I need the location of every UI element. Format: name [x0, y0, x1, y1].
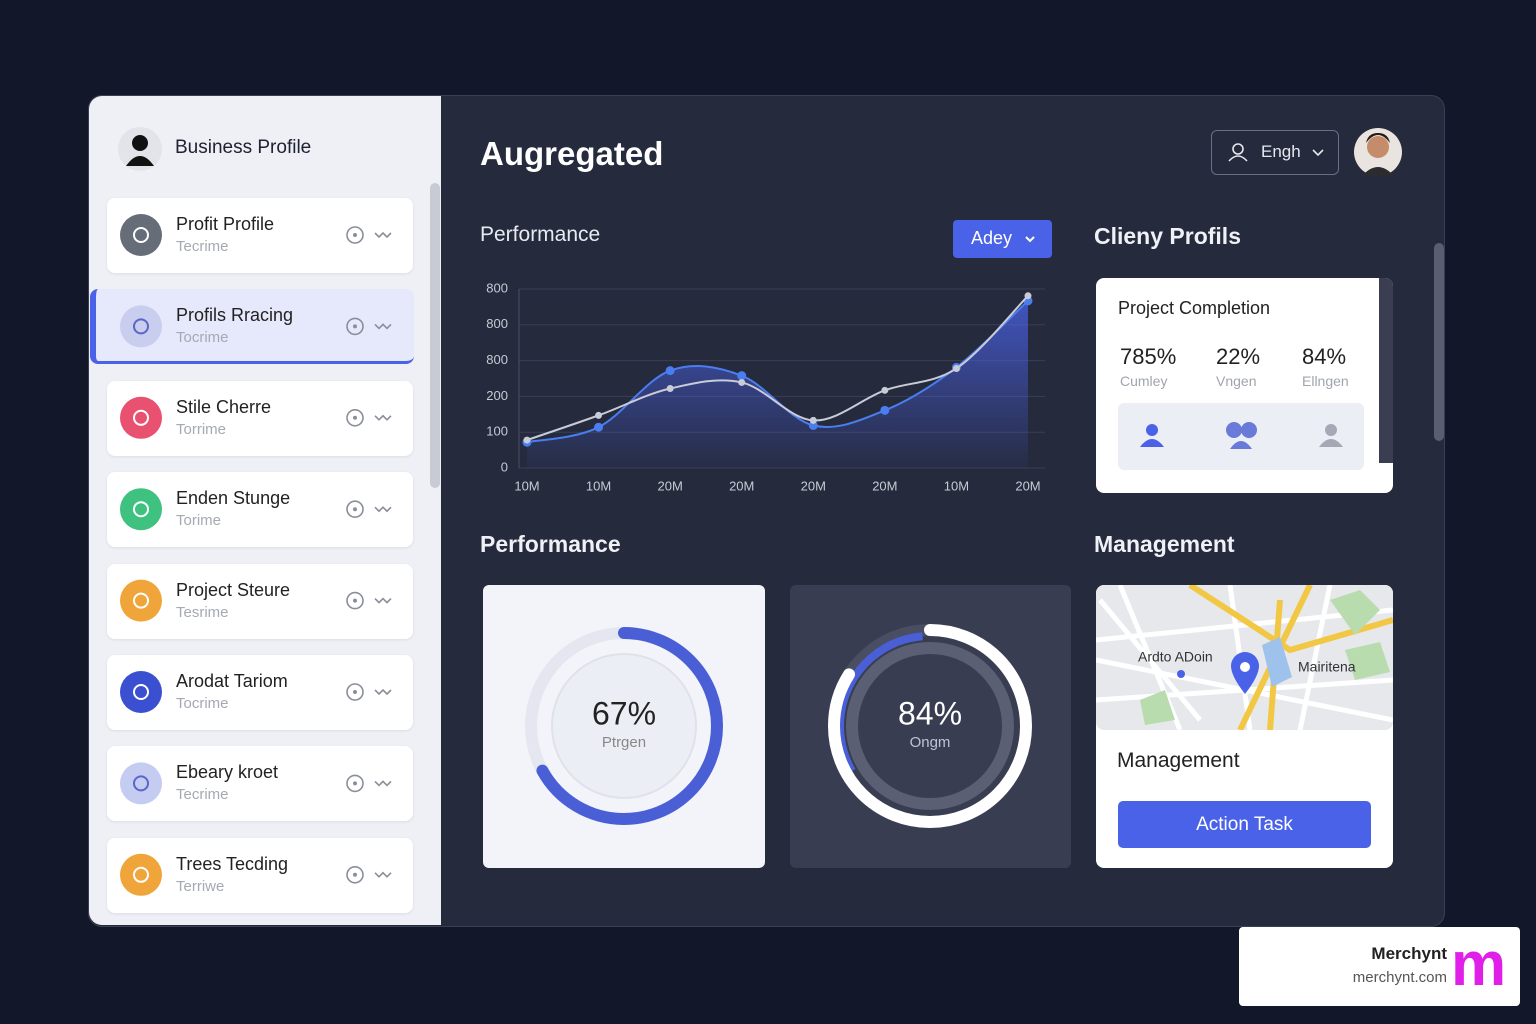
- gauge-card: [483, 585, 765, 868]
- language-button[interactable]: [1211, 130, 1339, 175]
- list-item[interactable]: [107, 746, 413, 822]
- watermark: [1239, 927, 1520, 1006]
- section-title: Performance: [480, 531, 621, 557]
- stat-value: 22%: [1216, 344, 1261, 369]
- item-subtitle: Tecrime: [176, 238, 229, 255]
- item-subtitle: Tecrime: [176, 786, 229, 804]
- item-title: Stile Cherre: [176, 396, 272, 417]
- language-label: Engh: [1261, 142, 1301, 161]
- item-title: Project Steure: [176, 579, 291, 600]
- card-title: Management: [1117, 749, 1240, 772]
- sidebar-scrollbar: [430, 183, 440, 488]
- item-subtitle: Tocrime: [176, 329, 229, 347]
- item-subtitle: Terriwe: [176, 877, 225, 895]
- list-item[interactable]: [107, 563, 413, 639]
- filter-label: Adey: [971, 228, 1013, 248]
- icon-strip: [1118, 403, 1364, 470]
- filter-button[interactable]: [953, 220, 1052, 258]
- item-subtitle: Tesrime: [176, 603, 229, 621]
- list-item[interactable]: [107, 198, 413, 273]
- list-item[interactable]: [90, 289, 414, 365]
- list-item[interactable]: [107, 380, 413, 456]
- stat-label: Vngen: [1216, 373, 1257, 389]
- item-title: Arodat Tariom: [176, 671, 288, 691]
- item-title: Trees Tecding: [176, 853, 289, 874]
- page-title: Augregated: [480, 135, 664, 172]
- item-title: Ebeary kroet: [176, 762, 279, 783]
- item-title: Enden Stunge: [176, 488, 291, 509]
- action-button[interactable]: Action Task: [1118, 801, 1371, 848]
- item-subtitle: Torrime: [176, 420, 227, 438]
- stat-label: Ellngen: [1302, 373, 1349, 389]
- list-item[interactable]: [107, 655, 413, 730]
- stat-value: 785%: [1120, 344, 1177, 369]
- item-title: Profit Profile: [176, 214, 275, 234]
- item-subtitle: Tocrime: [176, 695, 229, 712]
- stat-value: 84%: [1302, 344, 1347, 369]
- section-title: Performance: [480, 223, 601, 246]
- stat-label: Cumley: [1120, 373, 1168, 389]
- main-scrollbar: [1434, 243, 1444, 441]
- item-subtitle: Torime: [176, 512, 222, 530]
- list-item[interactable]: [107, 837, 413, 913]
- watermark-url: merchynt.com: [1352, 969, 1447, 986]
- list-item[interactable]: [107, 472, 413, 548]
- watermark-logo: m: [1451, 930, 1507, 999]
- section-title: Management: [1094, 531, 1235, 557]
- watermark-name: Merchynt: [1371, 944, 1447, 963]
- sidebar-title: Business Profile: [175, 137, 312, 158]
- card-title: Project Completion: [1118, 298, 1271, 318]
- item-title: Profils Rracing: [176, 305, 294, 326]
- gauge-card: [790, 585, 1071, 868]
- section-title: Clieny Profils: [1094, 223, 1241, 249]
